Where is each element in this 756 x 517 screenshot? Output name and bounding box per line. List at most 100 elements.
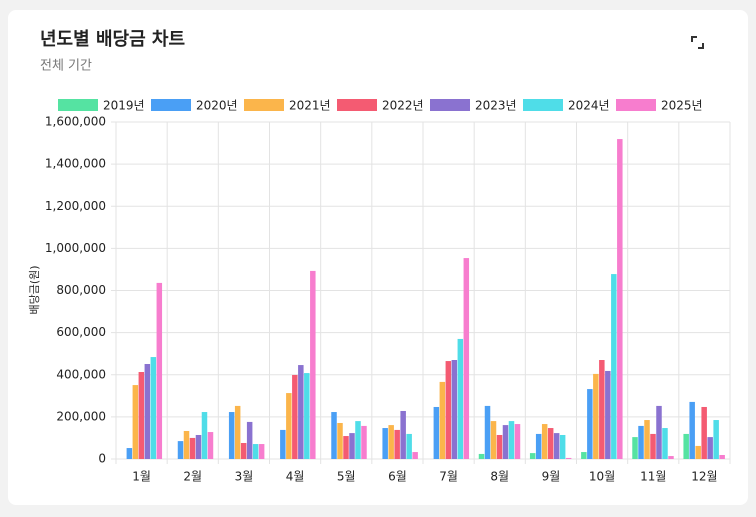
bar	[581, 452, 587, 459]
bar	[388, 425, 394, 459]
x-tick-label: 6월	[388, 470, 407, 484]
x-tick-label: 10월	[589, 470, 615, 484]
bar	[599, 360, 605, 459]
x-tick-label: 4월	[286, 470, 305, 484]
bar	[701, 406, 707, 459]
bar	[331, 412, 337, 459]
legend-label: 2019년	[103, 99, 145, 113]
bar	[445, 361, 452, 459]
bar	[529, 453, 536, 459]
bar	[611, 274, 617, 459]
y-tick-label: 600,000	[56, 325, 106, 339]
bar	[177, 441, 184, 459]
bar	[638, 425, 644, 459]
x-tick-label: 2월	[183, 470, 202, 484]
bar	[280, 429, 286, 459]
bar	[286, 393, 292, 459]
bar	[689, 401, 695, 459]
bar	[298, 365, 304, 459]
bar	[412, 452, 418, 459]
bar	[382, 428, 388, 459]
bar	[662, 428, 668, 459]
x-tick-label: 8월	[490, 470, 509, 484]
bar	[337, 422, 343, 459]
y-axis-label: 배당금(원)	[28, 265, 41, 314]
y-tick-label: 200,000	[56, 409, 106, 423]
bar	[553, 433, 560, 459]
legend-swatch	[244, 99, 284, 111]
bar	[508, 421, 515, 459]
bar	[228, 412, 235, 459]
bar	[252, 444, 259, 459]
x-tick-label: 1월	[132, 470, 151, 484]
x-tick-label: 7월	[439, 470, 458, 484]
bar	[433, 406, 440, 459]
bar	[484, 405, 491, 459]
expand-icon[interactable]	[691, 36, 704, 49]
bar	[201, 412, 208, 459]
bar	[195, 434, 202, 459]
legend-label: 2023년	[475, 99, 517, 113]
bar	[713, 420, 719, 459]
bar	[683, 433, 689, 459]
y-tick-label: 1,000,000	[45, 241, 106, 255]
legend-label: 2020년	[196, 99, 238, 113]
bar	[400, 410, 406, 459]
bar	[451, 360, 458, 459]
y-tick-label: 800,000	[56, 283, 106, 297]
bar	[587, 389, 593, 459]
y-tick-label: 0	[98, 452, 106, 466]
bar	[650, 433, 656, 459]
bar	[496, 434, 503, 459]
x-tick-label: 12월	[691, 470, 717, 484]
legend-label: 2024년	[568, 99, 610, 113]
bar	[457, 338, 464, 459]
bar	[632, 437, 638, 459]
bar	[150, 357, 157, 459]
bar	[559, 434, 566, 459]
x-tick-label: 5월	[337, 470, 356, 484]
bar	[310, 270, 316, 459]
legend-swatch	[337, 99, 377, 111]
chart-title: 년도별 배당금 차트	[40, 29, 185, 50]
bar	[258, 444, 265, 459]
bar	[207, 432, 214, 459]
bar	[246, 421, 253, 459]
x-tick-label: 9월	[542, 470, 561, 484]
bar	[240, 442, 247, 459]
bar	[439, 381, 446, 459]
bar	[343, 436, 349, 459]
bar	[478, 453, 485, 459]
bar	[189, 437, 196, 459]
bar	[144, 364, 151, 459]
legend-label: 2021년	[289, 99, 331, 113]
bar	[156, 282, 163, 459]
bar	[406, 433, 412, 459]
bar	[593, 373, 599, 459]
bar	[547, 428, 554, 459]
bar	[565, 457, 572, 459]
bar	[719, 454, 725, 459]
bar	[349, 433, 355, 459]
bar	[617, 139, 623, 460]
bar	[463, 258, 470, 459]
bar	[138, 372, 145, 459]
x-tick-label: 3월	[235, 470, 254, 484]
bar	[668, 456, 674, 459]
bar	[126, 448, 133, 459]
bar	[304, 373, 310, 459]
card	[8, 10, 748, 505]
y-tick-label: 1,400,000	[45, 157, 106, 171]
bar	[707, 437, 713, 459]
bar	[183, 430, 190, 459]
chart-subtitle: 전체 기간	[40, 59, 92, 74]
bar	[695, 445, 701, 459]
legend-swatch	[523, 99, 563, 111]
legend-label: 2022년	[382, 99, 424, 113]
legend-swatch	[430, 99, 470, 111]
bar	[514, 424, 521, 459]
legend-swatch	[58, 99, 98, 111]
bar	[656, 405, 662, 459]
legend-swatch	[616, 99, 656, 111]
